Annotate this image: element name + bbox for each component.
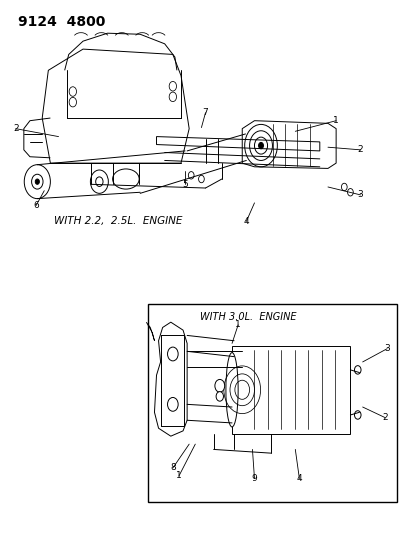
Text: 6: 6 — [33, 201, 39, 210]
Text: 9: 9 — [252, 474, 257, 483]
Circle shape — [259, 142, 263, 149]
Circle shape — [188, 172, 194, 179]
Text: 2: 2 — [13, 124, 18, 133]
Bar — [232, 346, 351, 433]
Bar — [148, 304, 397, 503]
Circle shape — [342, 183, 347, 191]
Circle shape — [69, 98, 76, 107]
Text: 2: 2 — [382, 413, 388, 422]
Circle shape — [169, 92, 176, 102]
Text: 9124  4800: 9124 4800 — [18, 14, 105, 29]
Text: 5: 5 — [182, 180, 188, 189]
Text: 1: 1 — [235, 320, 241, 329]
Text: 3: 3 — [384, 344, 390, 353]
Text: 7: 7 — [203, 108, 208, 117]
Text: 4: 4 — [243, 217, 249, 226]
Circle shape — [216, 392, 224, 401]
Text: WITH 2.2,  2.5L.  ENGINE: WITH 2.2, 2.5L. ENGINE — [55, 216, 183, 227]
Circle shape — [69, 87, 76, 96]
Ellipse shape — [226, 353, 238, 427]
Circle shape — [35, 179, 39, 184]
Text: 2: 2 — [358, 146, 363, 155]
Circle shape — [199, 175, 204, 183]
Text: 8: 8 — [170, 464, 176, 472]
Text: 1: 1 — [333, 116, 339, 125]
Circle shape — [169, 82, 176, 91]
Circle shape — [355, 366, 361, 374]
Text: 4: 4 — [297, 474, 302, 483]
Text: 1: 1 — [176, 471, 182, 480]
Circle shape — [348, 189, 353, 196]
Circle shape — [215, 379, 225, 392]
Circle shape — [355, 411, 361, 419]
Text: 3: 3 — [358, 190, 363, 199]
Text: WITH 3.0L.  ENGINE: WITH 3.0L. ENGINE — [200, 312, 297, 322]
